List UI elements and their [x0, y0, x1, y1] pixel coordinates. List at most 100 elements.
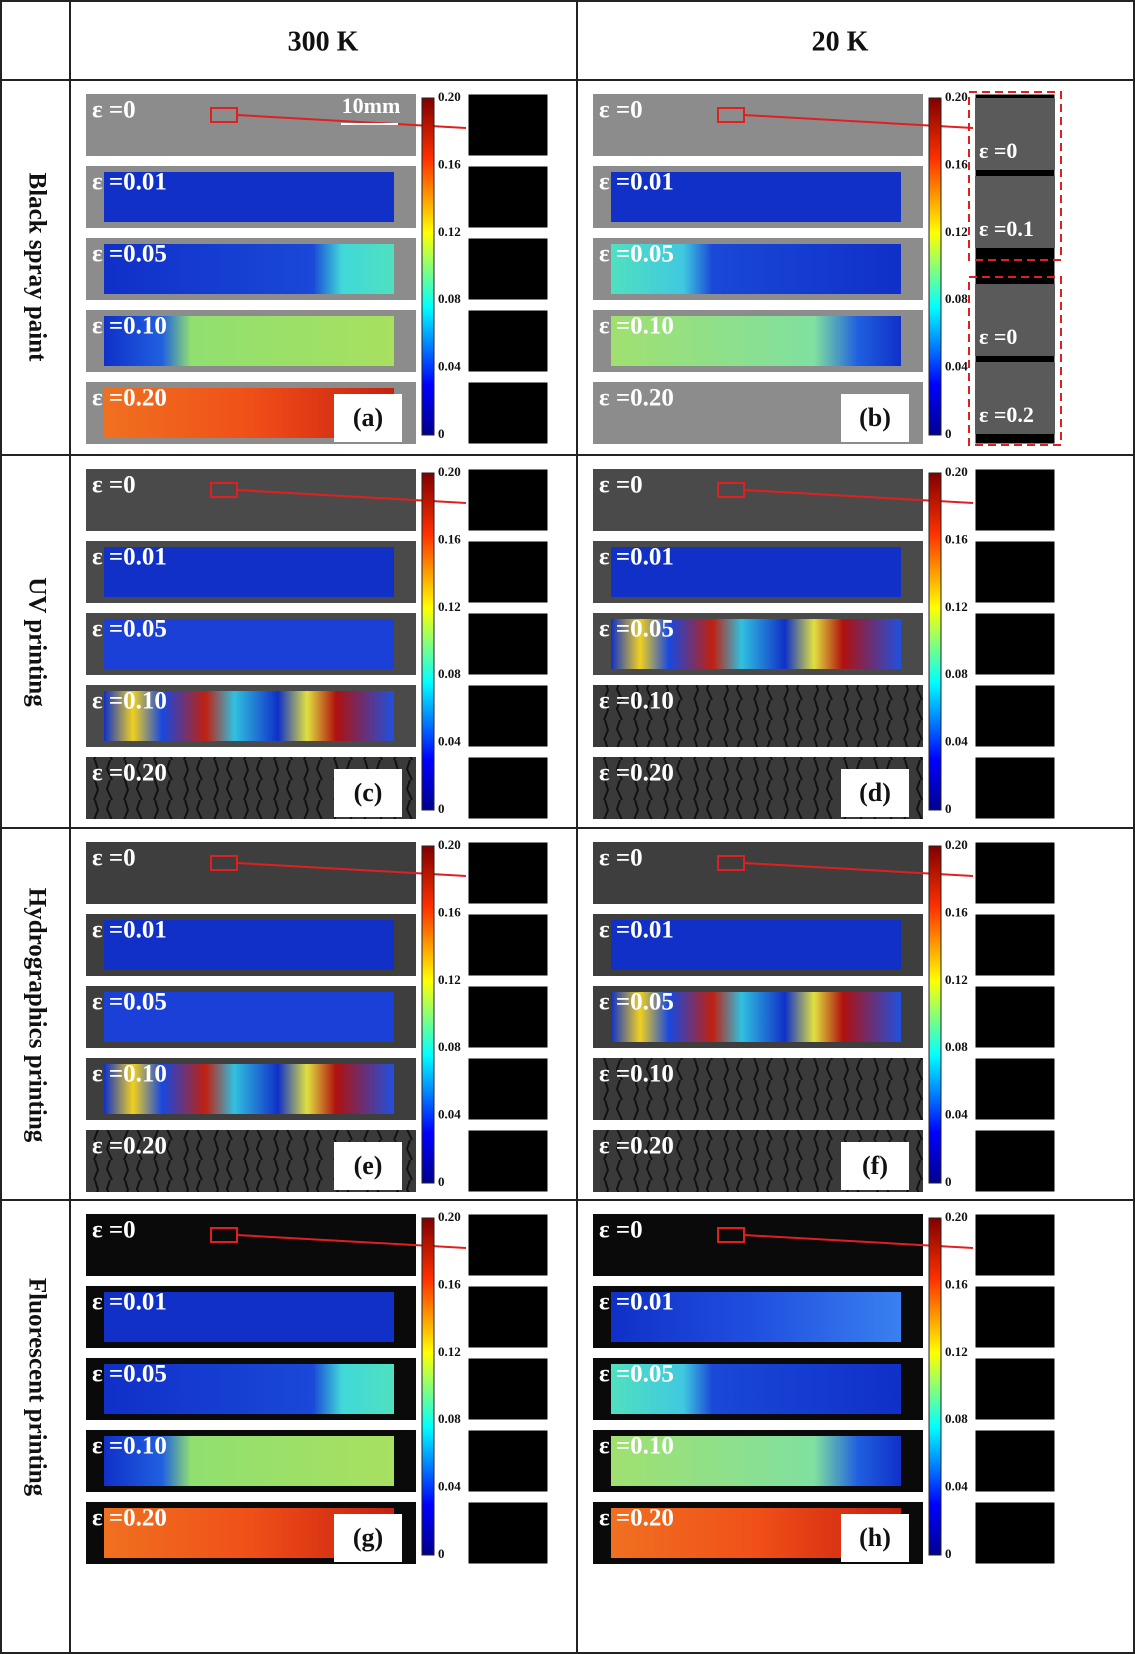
inset-image: [468, 310, 548, 372]
strain-label: ε =0: [92, 1217, 136, 1244]
colorbar-tick-label: 0.20: [945, 89, 968, 104]
colorbar-tick-label: 0: [438, 1546, 445, 1561]
scale-label: 10mm: [342, 93, 401, 118]
colorbar: [929, 1218, 941, 1555]
colorbar-tick-label: 0.16: [438, 1276, 461, 1291]
strain-label: ε =0: [92, 845, 136, 872]
inset-label: ε =0.2: [979, 402, 1034, 427]
colorbar-tick-label: 0.20: [438, 837, 461, 852]
figure: 300 K 20 K Black spray paintε =0ε =0.01ε…: [0, 0, 1135, 1654]
inset-image: [468, 541, 548, 603]
inset-label: ε =0: [979, 324, 1017, 349]
strain-label: ε =0.10: [599, 313, 674, 340]
strain-label: ε =0.10: [599, 1061, 674, 1088]
colorbar-tick-label: 0.08: [438, 1411, 461, 1426]
strain-label: ε =0.01: [92, 544, 167, 571]
row-label: UV printing: [23, 577, 50, 707]
colorbar-tick-label: 0: [945, 801, 952, 816]
strain-label: ε =0.20: [92, 760, 167, 787]
inset-label: ε =0: [979, 138, 1017, 163]
inset-image: [468, 1130, 548, 1192]
inset-image: [975, 1058, 1055, 1120]
colorbar-tick-label: 0.12: [945, 972, 968, 987]
strain-label: ε =0.05: [92, 1361, 167, 1388]
colorbar-tick-label: 0.12: [945, 1344, 968, 1359]
inset-image: [468, 1502, 548, 1564]
inset-image: [975, 1214, 1055, 1276]
inset-image: [468, 94, 548, 156]
colorbar-tick-label: 0.20: [438, 464, 461, 479]
colorbar: [929, 98, 941, 435]
panel-label: (h): [859, 1523, 891, 1552]
colorbar-tick-label: 0.16: [945, 531, 968, 546]
strain-label: ε =0: [599, 845, 643, 872]
strain-label: ε =0.01: [599, 169, 674, 196]
panel-label: (d): [859, 778, 891, 807]
inset-image: [468, 469, 548, 531]
colorbar-tick-label: 0.12: [438, 972, 461, 987]
strain-label: ε =0: [599, 97, 643, 124]
colorbar: [422, 98, 434, 435]
inset-image: [975, 685, 1055, 747]
inset-image: [975, 986, 1055, 1048]
panel-label: (f): [862, 1151, 888, 1180]
inset-image: [468, 842, 548, 904]
colorbar-tick-label: 0.12: [945, 599, 968, 614]
inset-image: [975, 757, 1055, 819]
strain-label: ε =0.05: [599, 241, 674, 268]
inset-image: [975, 842, 1055, 904]
strain-label: ε =0.20: [599, 1505, 674, 1532]
colorbar-tick-label: 0.16: [438, 531, 461, 546]
panel-label: (b): [859, 403, 891, 432]
colorbar: [929, 473, 941, 810]
panel-label: (a): [353, 403, 383, 432]
colorbar-tick-label: 0.04: [945, 734, 968, 749]
row-label: Fluorescent printing: [23, 1278, 50, 1497]
strain-label: ε =0.10: [92, 688, 167, 715]
strain-label: ε =0: [92, 472, 136, 499]
colorbar-tick-label: 0.16: [438, 156, 461, 171]
colorbar-tick-label: 0.20: [945, 1209, 968, 1224]
colorbar-tick-label: 0.20: [945, 837, 968, 852]
column-header: 300 K: [288, 26, 359, 57]
colorbar-tick-label: 0.20: [438, 1209, 461, 1224]
colorbar-tick-label: 0: [945, 1174, 952, 1189]
inset-image: [975, 469, 1055, 531]
strain-label: ε =0.05: [92, 989, 167, 1016]
colorbar: [422, 473, 434, 810]
colorbar-tick-label: 0: [438, 426, 445, 441]
colorbar-tick-label: 0: [438, 1174, 445, 1189]
colorbar-tick-label: 0.16: [438, 904, 461, 919]
inset-image: [468, 382, 548, 444]
colorbar-tick-label: 0.08: [438, 1039, 461, 1054]
strain-label: ε =0.01: [599, 917, 674, 944]
colorbar-tick-label: 0.12: [945, 224, 968, 239]
colorbar-tick-label: 0.12: [438, 599, 461, 614]
panel-label: (g): [353, 1523, 383, 1552]
colorbar-tick-label: 0.12: [438, 224, 461, 239]
colorbar-tick-label: 0.08: [945, 1411, 968, 1426]
colorbar-tick-label: 0.04: [438, 359, 461, 374]
inset-image: [468, 1430, 548, 1492]
colorbar-tick-label: 0.20: [438, 89, 461, 104]
colorbar-tick-label: 0.20: [945, 464, 968, 479]
strain-label: ε =0.10: [92, 313, 167, 340]
colorbar-tick-label: 0.16: [945, 1276, 968, 1291]
inset-image: [468, 914, 548, 976]
strain-label: ε =0.01: [92, 169, 167, 196]
colorbar-tick-label: 0.08: [945, 666, 968, 681]
inset-image: [468, 166, 548, 228]
inset-image: [468, 986, 548, 1048]
colorbar-tick-label: 0: [438, 801, 445, 816]
strain-label: ε =0.20: [599, 385, 674, 412]
strain-label: ε =0.20: [92, 1505, 167, 1532]
inset-image: [975, 1430, 1055, 1492]
colorbar-tick-label: 0.04: [945, 359, 968, 374]
strain-label: ε =0.10: [599, 688, 674, 715]
colorbar-tick-label: 0.16: [945, 904, 968, 919]
panel-label: (c): [354, 778, 383, 807]
inset-image: [468, 1286, 548, 1348]
inset-image: [468, 1214, 548, 1276]
colorbar-tick-label: 0: [945, 426, 952, 441]
inset-image: [975, 1358, 1055, 1420]
